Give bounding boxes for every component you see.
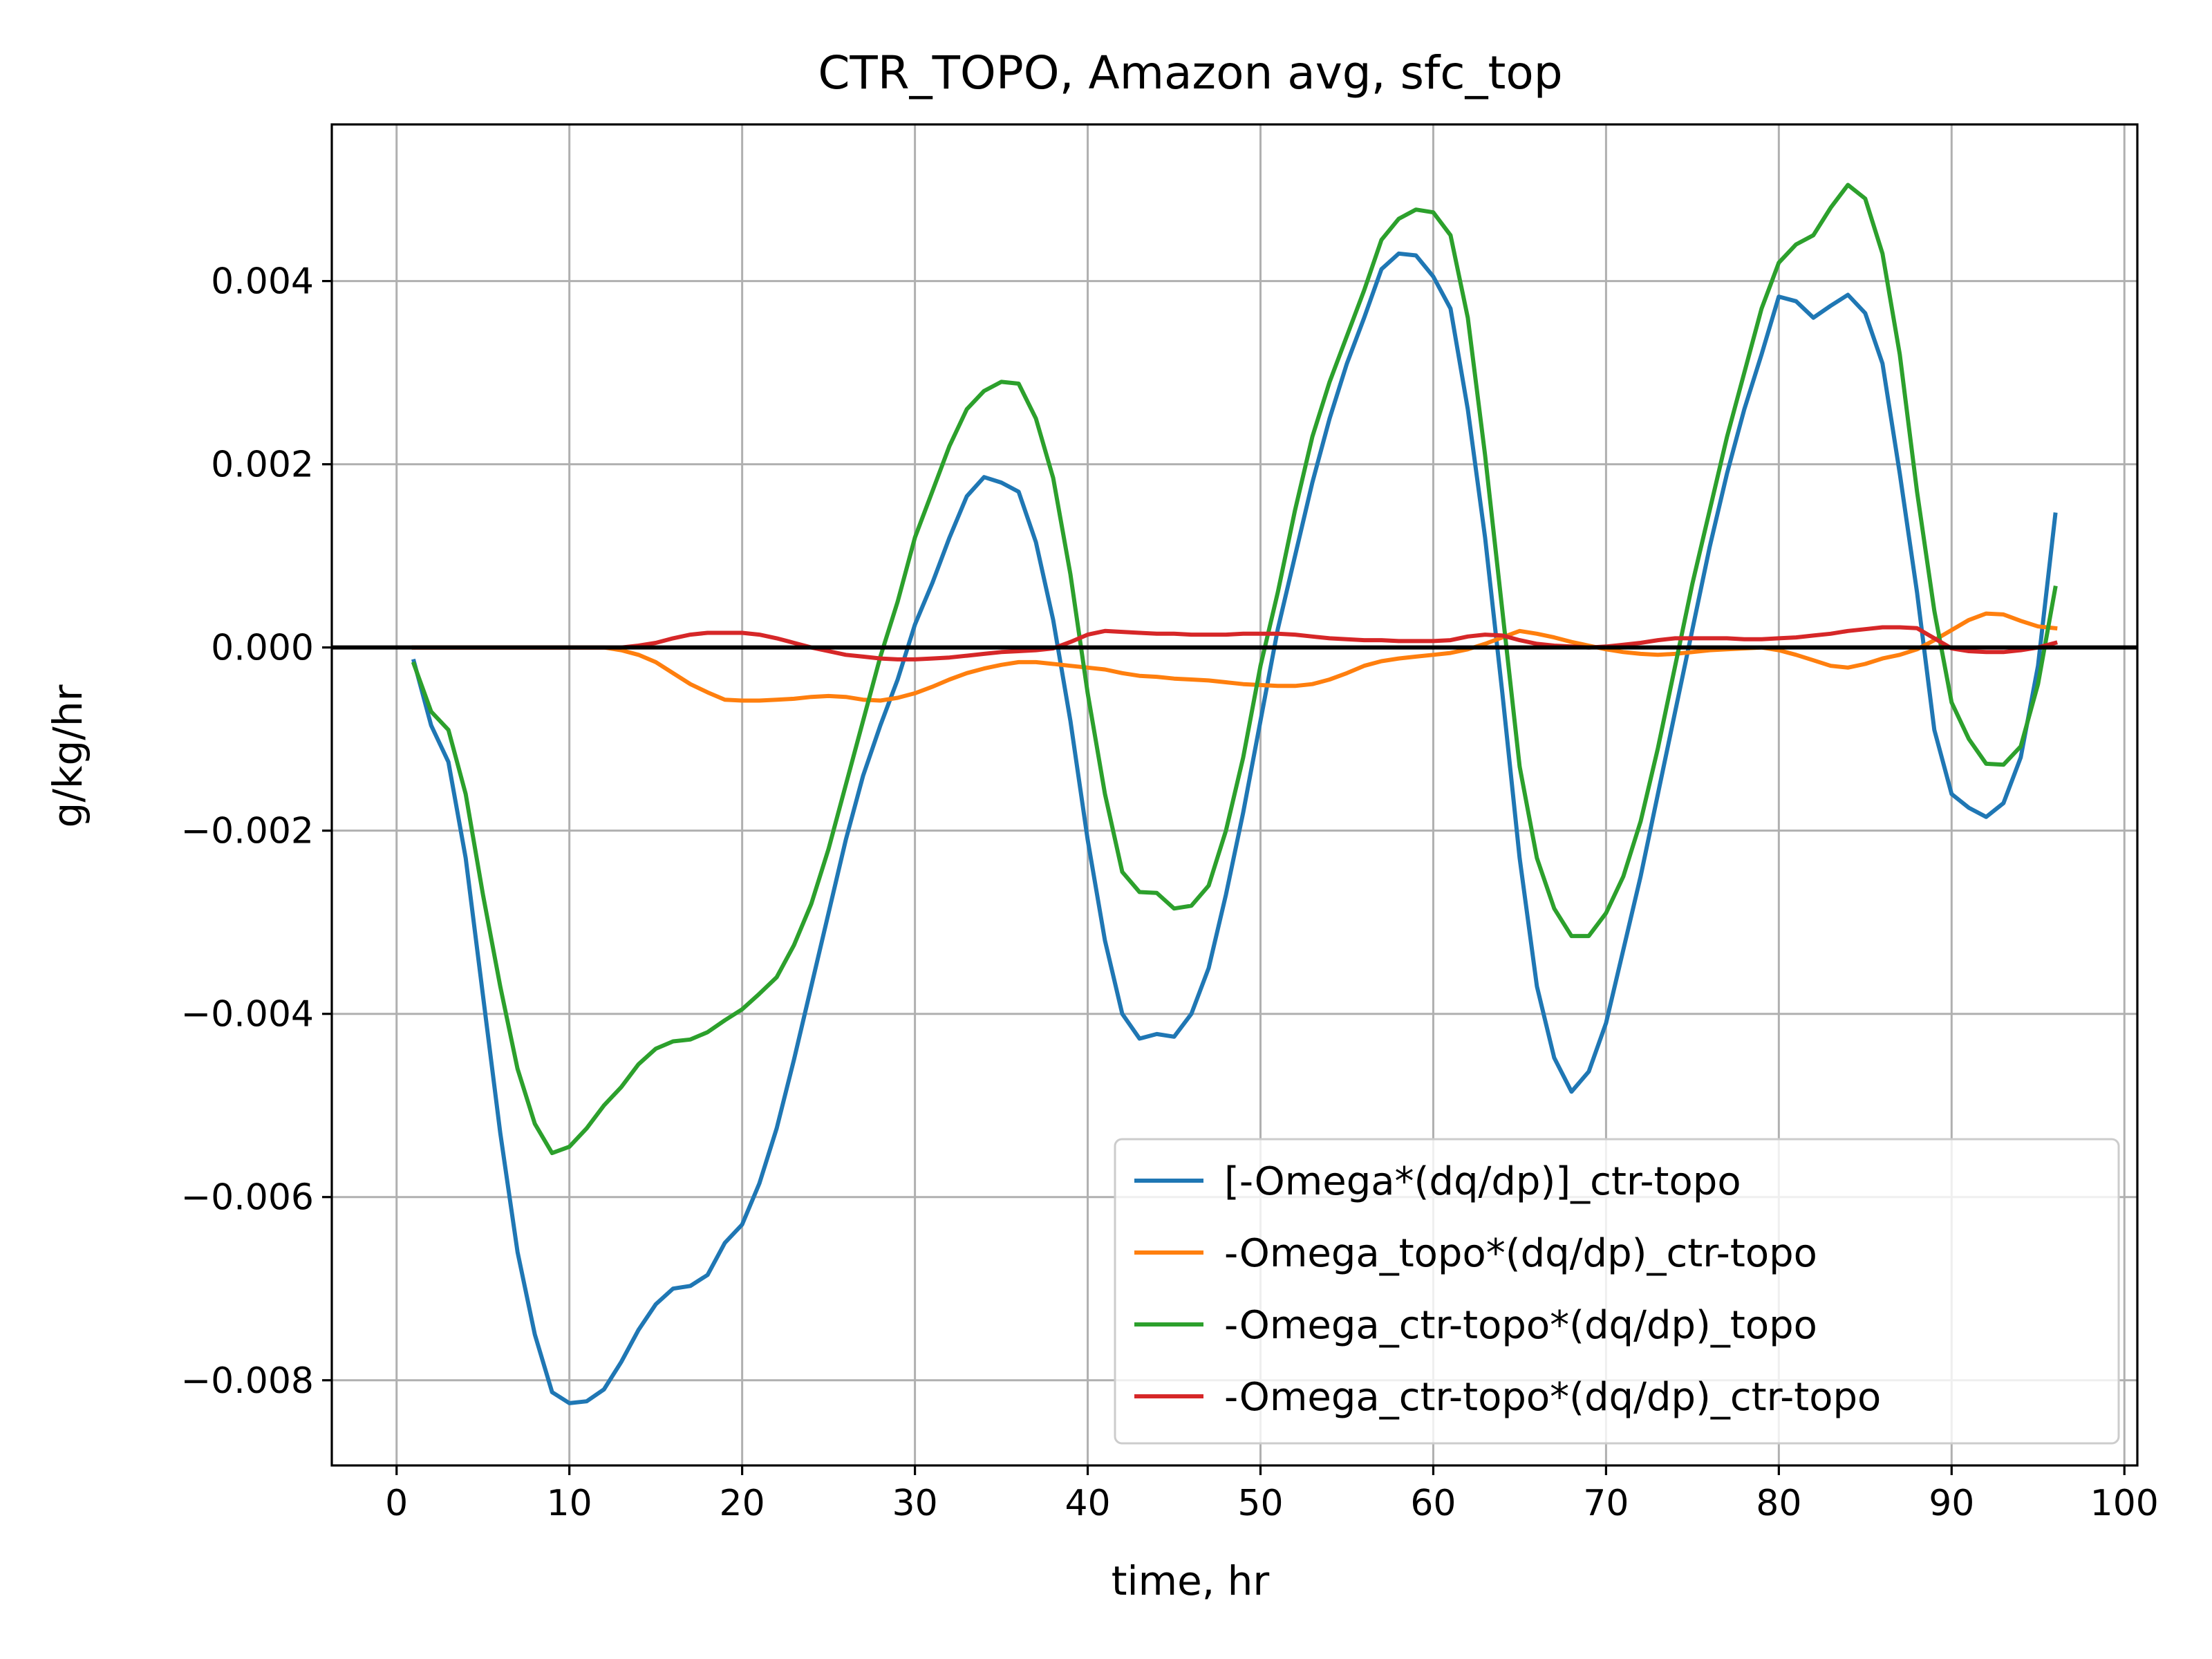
legend-label: -Omega_ctr-topo*(dq/dp)_ctr-topo bbox=[1224, 1375, 1881, 1420]
y-tick-label: −0.008 bbox=[181, 1360, 314, 1402]
y-axis-label: g/kg/hr bbox=[44, 684, 91, 827]
y-tick-label: −0.002 bbox=[181, 811, 314, 852]
legend-label: -Omega_topo*(dq/dp)_ctr-topo bbox=[1224, 1231, 1817, 1276]
legend-label: -Omega_ctr-topo*(dq/dp)_topo bbox=[1224, 1303, 1817, 1348]
y-tick-label: −0.006 bbox=[181, 1177, 314, 1219]
y-tick-label: 0.000 bbox=[211, 628, 314, 669]
legend: [-Omega*(dq/dp)]_ctr-topo -Omega_topo*(dq… bbox=[1114, 1138, 2120, 1445]
chart-title: CTR_TOPO, Amazon avg, sfc_top bbox=[818, 46, 1562, 100]
x-tick-label: 60 bbox=[1410, 1483, 1456, 1524]
x-tick-label: 100 bbox=[2090, 1483, 2159, 1524]
y-tick-label: 0.002 bbox=[211, 444, 314, 486]
legend-label: [-Omega*(dq/dp)]_ctr-topo bbox=[1224, 1159, 1741, 1204]
x-tick-label: 80 bbox=[1756, 1483, 1801, 1524]
x-tick-label: 30 bbox=[892, 1483, 938, 1524]
series-line bbox=[411, 182, 2058, 1156]
y-tick-label: 0.004 bbox=[211, 261, 314, 303]
x-tick-label: 90 bbox=[1929, 1483, 1974, 1524]
y-axis: −0.008 −0.006 −0.004 −0.002 0.000 0.002 0.004 bbox=[181, 261, 332, 1402]
x-tick-label: 10 bbox=[547, 1483, 592, 1524]
x-axis: 0 10 20 30 40 50 60 70 80 90 100 bbox=[385, 1465, 2159, 1524]
x-tick-label: 70 bbox=[1583, 1483, 1629, 1524]
y-tick-label: −0.004 bbox=[181, 994, 314, 1035]
x-tick-label: 0 bbox=[385, 1483, 408, 1524]
series-line bbox=[411, 625, 2058, 662]
plot-area-frame bbox=[330, 123, 2139, 1467]
series-line bbox=[411, 611, 2058, 703]
legend-box bbox=[1114, 1138, 2120, 1445]
x-axis-label: time, hr bbox=[1112, 1557, 1270, 1604]
x-tick-label: 20 bbox=[720, 1483, 765, 1524]
x-tick-label: 50 bbox=[1237, 1483, 1283, 1524]
x-tick-label: 40 bbox=[1065, 1483, 1110, 1524]
series-layer bbox=[411, 182, 2058, 1405]
series-line bbox=[411, 251, 2058, 1405]
